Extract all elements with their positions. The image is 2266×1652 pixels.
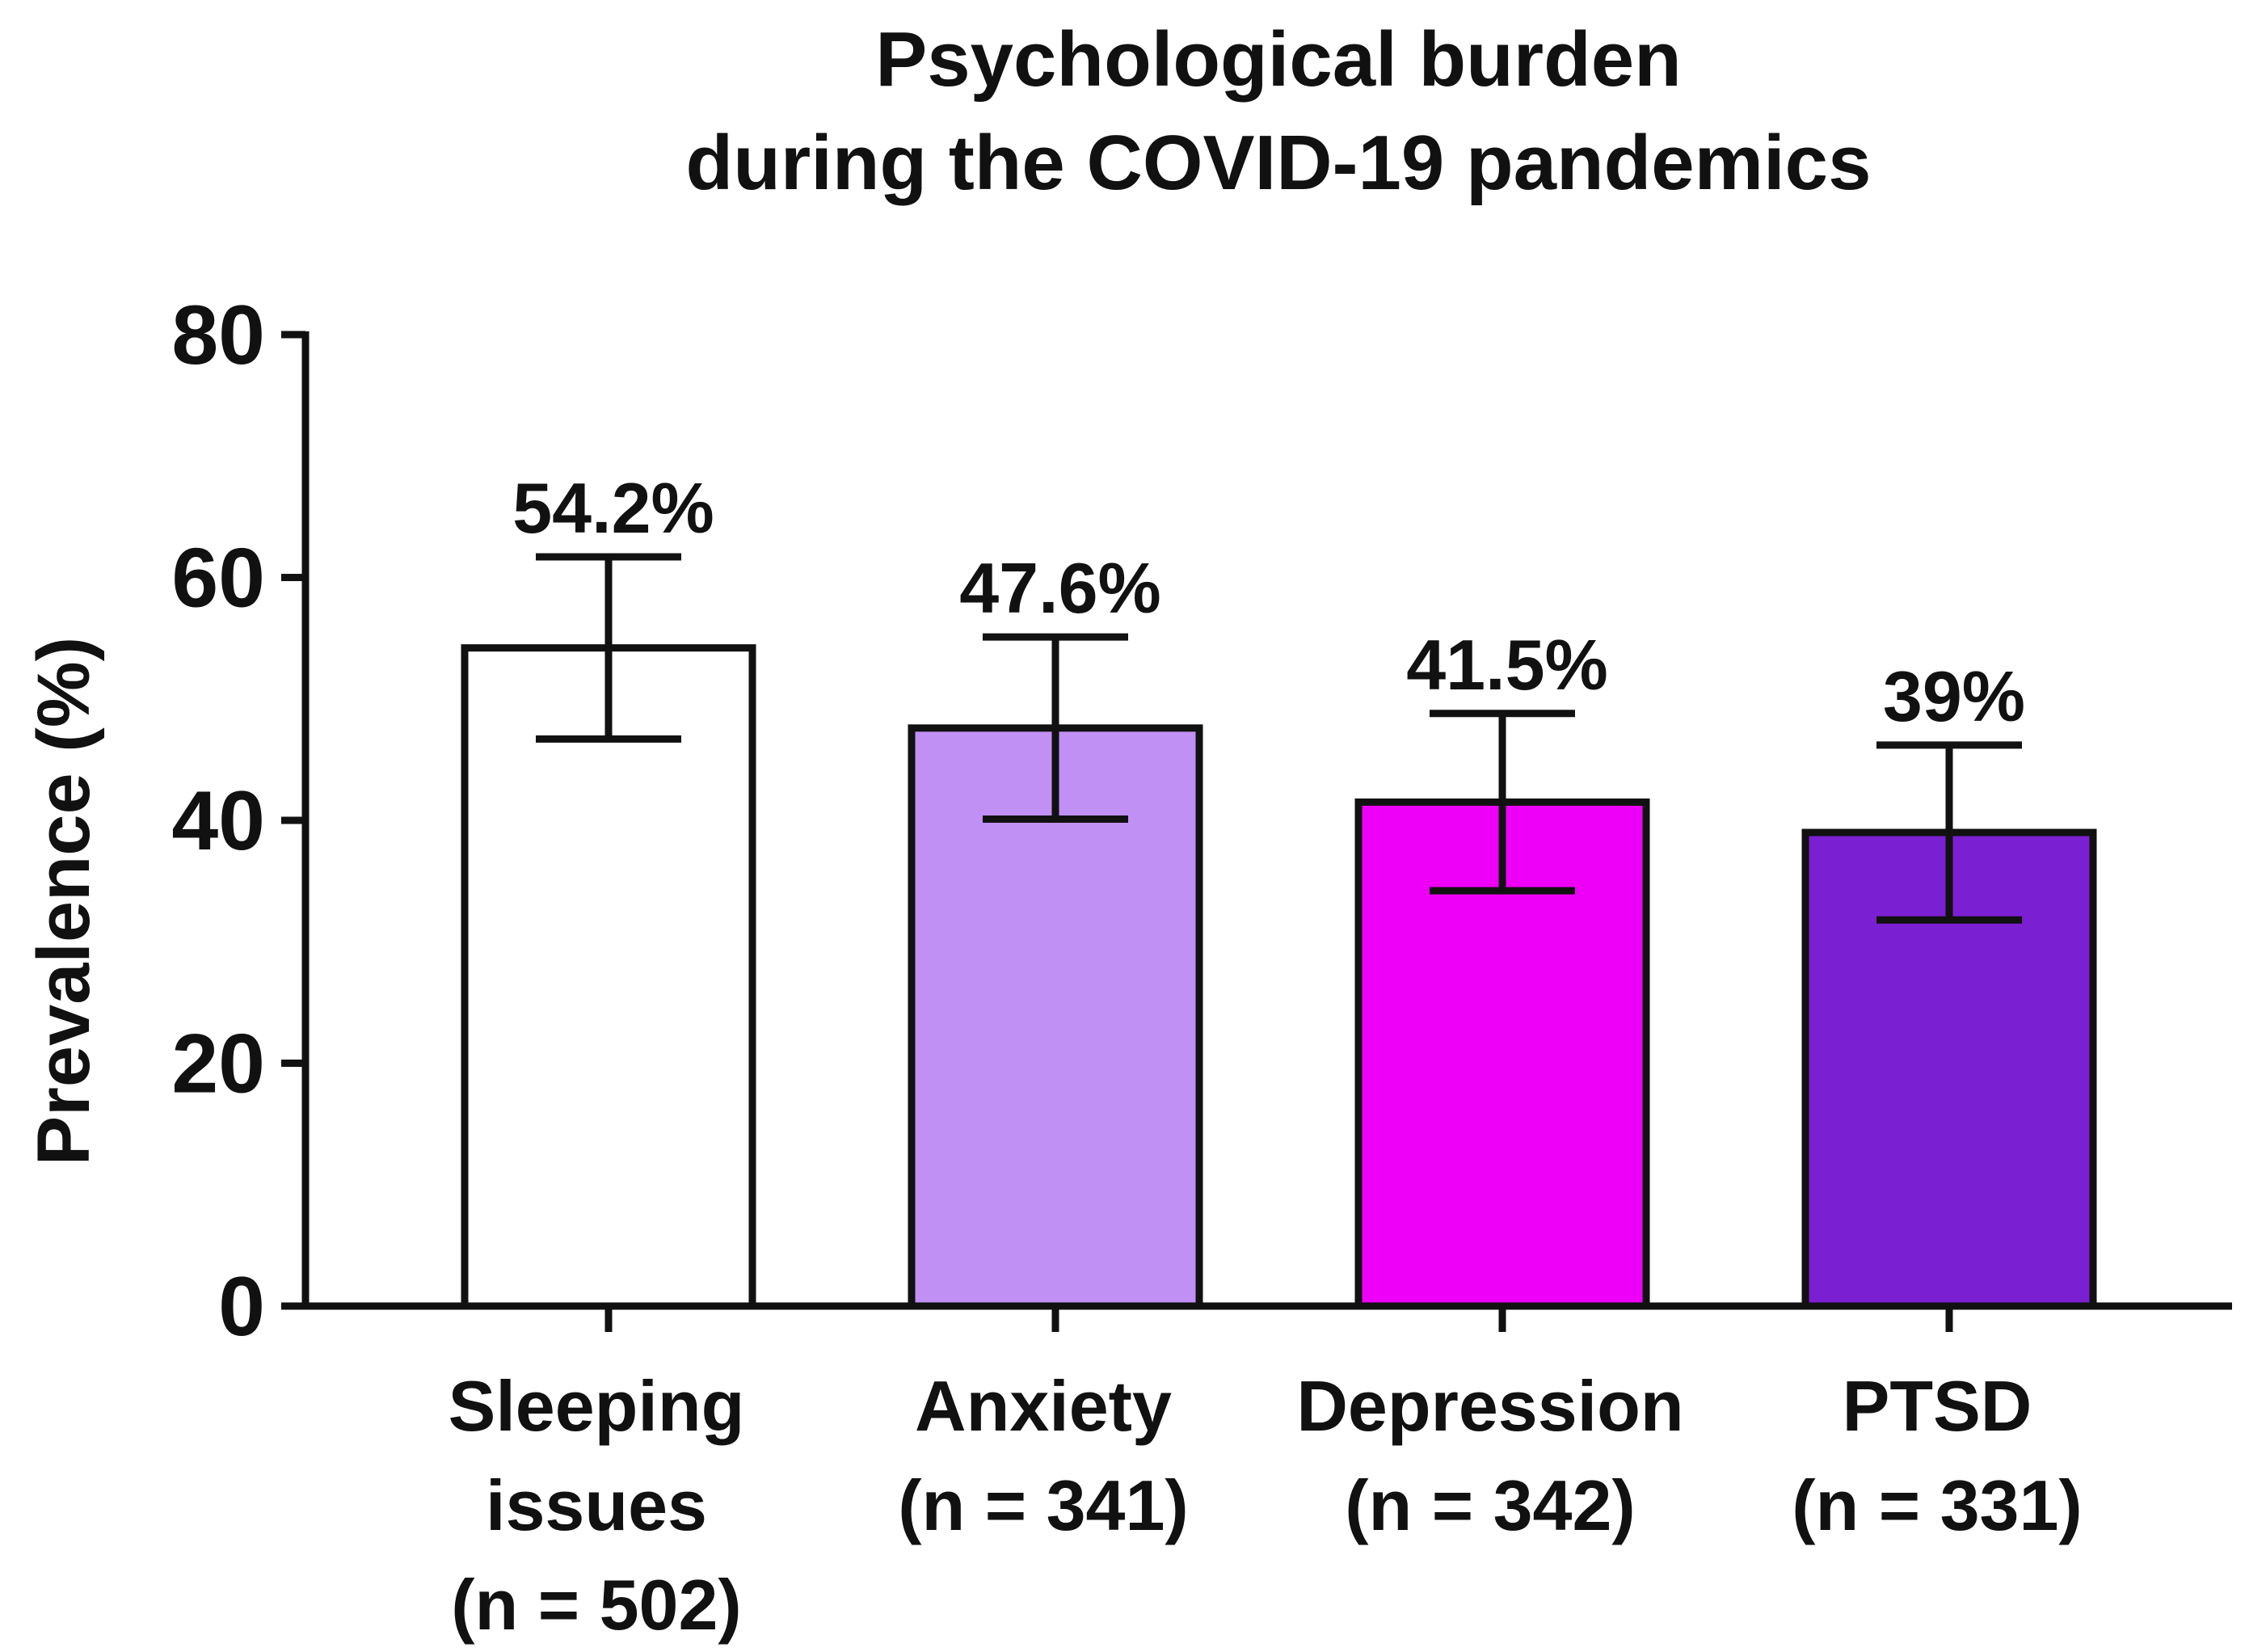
bars xyxy=(461,644,2097,1310)
chart-title-line-2: during the COVID-19 pandemics xyxy=(686,120,1872,206)
y-tick-label-80: 80 xyxy=(171,289,265,382)
x-label-2-line-1: Anxiety xyxy=(915,1366,1172,1446)
x-label-2-line-2: (n = 341) xyxy=(898,1465,1188,1545)
y-axis-label: Prevalence (%) xyxy=(23,637,105,1166)
x-label-4-line-2: (n = 331) xyxy=(1792,1465,2082,1545)
x-label-3-line-1: Depression xyxy=(1296,1366,1683,1446)
x-axis-labels: Sleeping issues (n = 502) Anxiety (n = 341) D… xyxy=(449,1306,2083,1645)
y-tick-label-20: 20 xyxy=(171,1018,265,1111)
x-label-4-line-1: PTSD xyxy=(1843,1366,2032,1446)
bar-1 xyxy=(461,644,756,1310)
x-label-1-line-2: issues xyxy=(486,1465,707,1545)
x-label-1-line-3: (n = 502) xyxy=(451,1565,741,1645)
y-tick-label-0: 0 xyxy=(218,1260,265,1354)
y-tick-label-60: 60 xyxy=(171,532,265,626)
y-tick-label-40: 40 xyxy=(171,774,265,868)
chart-title-line-1: Psychological burden xyxy=(875,16,1682,103)
y-axis-label-text: Prevalence (%) xyxy=(23,637,105,1166)
value-labels: 54.2% 47.6% 41.5% 39% xyxy=(512,468,2025,736)
y-axis-ticks: 0 20 40 60 80 xyxy=(171,289,305,1354)
value-label-1: 54.2% xyxy=(512,468,714,548)
error-bars xyxy=(536,553,2022,924)
value-label-3: 41.5% xyxy=(1406,625,1608,705)
x-label-1-line-1: Sleeping xyxy=(449,1366,745,1446)
chart-title: Psychological burden during the COVID-19 … xyxy=(686,16,1872,206)
value-label-2: 47.6% xyxy=(959,548,1161,628)
x-label-3-line-2: (n = 342) xyxy=(1345,1465,1635,1545)
value-label-4: 39% xyxy=(1883,656,2025,736)
